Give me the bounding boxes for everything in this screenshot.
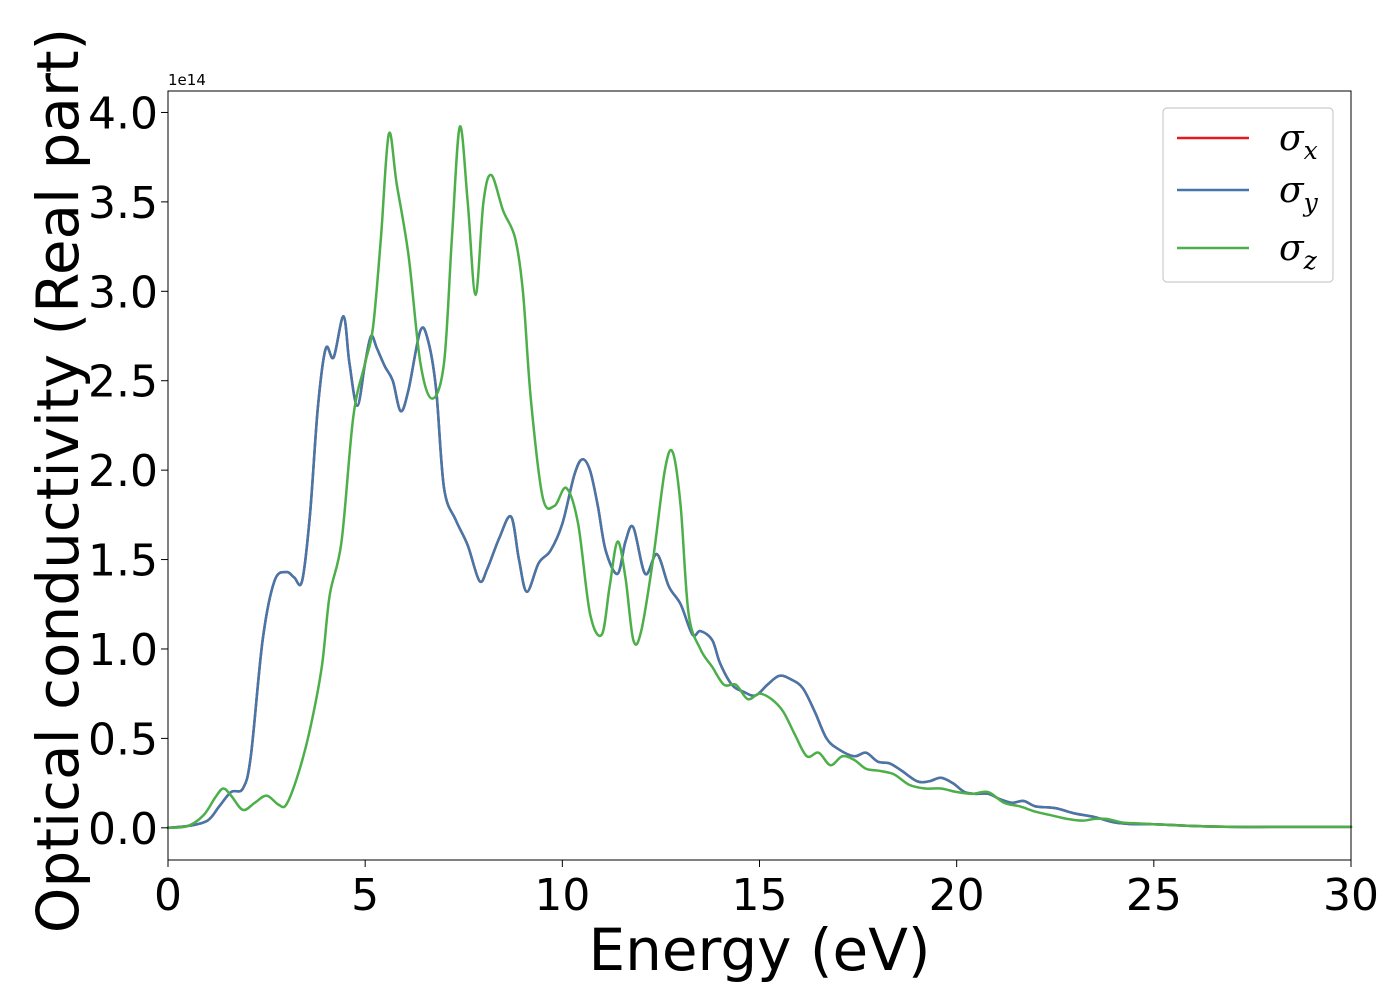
- series-line-z: [166, 125, 1353, 830]
- legend-symbol: σ: [1279, 118, 1305, 159]
- y-tick-label: 1.5: [88, 536, 158, 587]
- x-tick-label: 5: [351, 870, 379, 921]
- x-tick-label: 15: [732, 870, 788, 921]
- y-axis-offset-label: 1e14: [168, 71, 206, 89]
- y-tick-label: 2.0: [88, 446, 158, 497]
- legend-symbol: σ: [1279, 228, 1305, 269]
- legend-symbol: σ: [1279, 170, 1305, 211]
- y-tick-label: 3.0: [88, 267, 158, 318]
- x-tick-label: 20: [929, 870, 985, 921]
- x-tick-label: 30: [1323, 870, 1379, 921]
- legend-subscript: x: [1304, 136, 1318, 165]
- y-tick-label: 0.0: [88, 804, 158, 855]
- legend-label-z: σz: [1279, 228, 1318, 275]
- x-tick-label: 25: [1126, 870, 1182, 921]
- y-tick-label: 3.5: [88, 178, 158, 229]
- y-axis-label: Optical conductivity (Real part): [24, 28, 92, 933]
- x-axis-label: Energy (eV): [588, 916, 930, 984]
- y-tick-label: 0.5: [88, 714, 158, 765]
- legend-label-x: σx: [1279, 118, 1318, 165]
- legend-label-y: σy: [1279, 170, 1319, 217]
- x-tick-label: 0: [154, 870, 182, 921]
- legend-box: [1162, 107, 1334, 283]
- y-tick-label: 2.5: [88, 357, 158, 408]
- legend-subscript: y: [1303, 188, 1319, 217]
- x-tick-label: 10: [534, 870, 590, 921]
- y-tick-label: 1.0: [88, 625, 158, 676]
- legend-subscript: z: [1303, 246, 1318, 275]
- y-axis-ticks: 0.0 0.5 1.0 1.5 2.0 2.5 3.0 3.5 4.0: [88, 88, 168, 855]
- y-tick-label: 4.0: [88, 88, 158, 139]
- series-layer: [166, 125, 1353, 830]
- x-axis-ticks: 0 5 10 15 20 25 30: [154, 860, 1379, 921]
